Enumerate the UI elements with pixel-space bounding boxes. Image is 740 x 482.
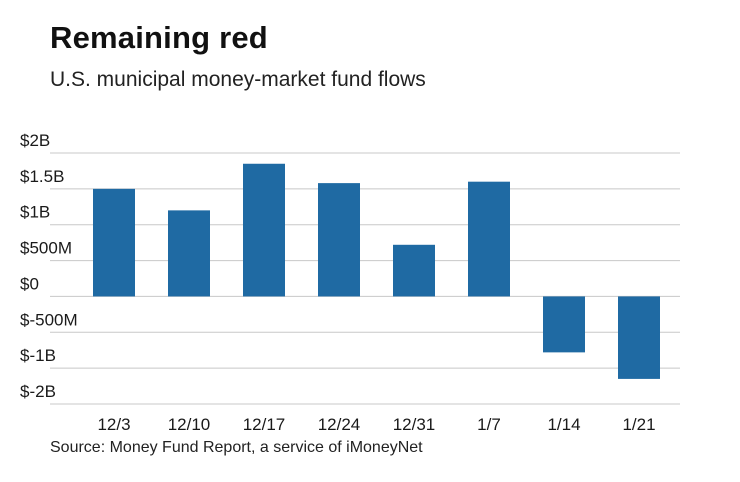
y-tick-label: $-1B — [20, 346, 56, 365]
bar-1-14 — [543, 296, 585, 353]
bar-12-24 — [318, 183, 360, 297]
x-tick-label: 1/7 — [477, 415, 501, 434]
bar-12-3 — [93, 188, 135, 297]
y-tick-label: $-2B — [20, 382, 56, 401]
y-tick-label: $-500M — [20, 310, 78, 329]
x-tick-label: 12/10 — [168, 415, 211, 434]
y-axis-ticks: $2B $1.5B $1B $500M $0 $-500M $-1B $-2B — [20, 131, 78, 401]
y-tick-label: $1.5B — [20, 167, 64, 186]
y-tick-label: $1B — [20, 203, 50, 222]
chart-title: Remaining red — [50, 20, 268, 55]
bar-1-21 — [618, 296, 660, 379]
x-tick-label: 12/24 — [318, 415, 361, 434]
bar-1-7 — [468, 181, 510, 297]
gridlines — [50, 152, 680, 405]
bar-12-17 — [243, 163, 285, 297]
y-tick-label: $500M — [20, 239, 72, 258]
x-tick-label: 12/31 — [393, 415, 436, 434]
bars — [93, 163, 660, 379]
x-tick-label: 12/17 — [243, 415, 286, 434]
y-tick-label: $0 — [20, 274, 39, 293]
y-tick-label: $2B — [20, 131, 50, 150]
x-tick-label: 12/3 — [97, 415, 130, 434]
bar-12-10 — [168, 210, 210, 297]
x-axis-ticks: 12/3 12/10 12/17 12/24 12/31 1/7 1/14 1/21 — [97, 415, 655, 434]
chart-subtitle: U.S. municipal money-market fund flows — [50, 68, 426, 91]
x-tick-label: 1/14 — [547, 415, 580, 434]
source-note: Source: Money Fund Report, a service of … — [50, 439, 423, 456]
bar-12-31 — [393, 244, 435, 297]
x-tick-label: 1/21 — [622, 415, 655, 434]
